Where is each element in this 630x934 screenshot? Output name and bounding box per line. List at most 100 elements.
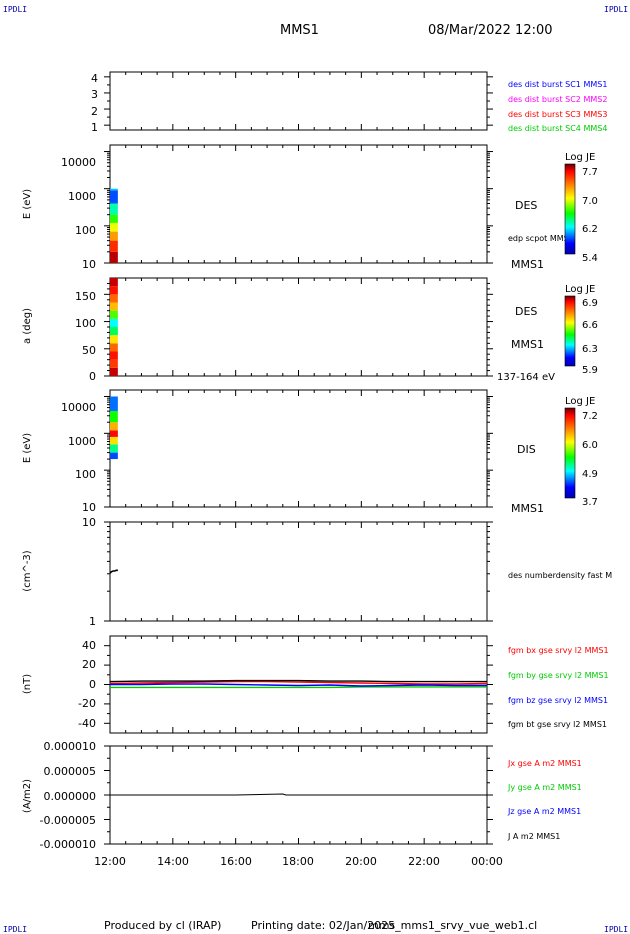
des-energy-spectrogram-cell xyxy=(110,231,118,241)
p2-colorbar-tick-1: 7.7 xyxy=(582,167,598,178)
p3-ytick-100: 100 xyxy=(75,317,96,330)
dis-energy-spectrogram-cell xyxy=(110,436,118,445)
date-title: 08/Mar/2022 12:00 xyxy=(428,23,553,38)
des-energy-spectrogram-cell xyxy=(110,190,118,204)
corner-label-top-left: IPDLI xyxy=(3,5,27,14)
des-pitch-angle-cell xyxy=(110,318,118,327)
p2-mms-label: MMS1 xyxy=(511,258,544,271)
des-energy-spectrogram-cell xyxy=(110,188,118,191)
p3-mms-label: MMS1 xyxy=(511,338,544,351)
p2-colorbar-title: Log JE xyxy=(565,152,595,163)
corner-label-bottom-left: IPDLI xyxy=(3,925,27,934)
corner-label-bottom-right: IPDLI xyxy=(604,925,628,934)
p5-ytick-10: 10 xyxy=(82,516,96,529)
time-tick-0000: 00:00 xyxy=(471,855,503,868)
time-tick-2200: 22:00 xyxy=(408,855,440,868)
des-pitch-angle-cell xyxy=(110,367,118,376)
p7-ytick-1: 0.000010 xyxy=(44,740,97,753)
p4-ytick-10: 10 xyxy=(82,501,96,514)
spacecraft-title: MMS1 xyxy=(280,23,319,38)
des-pitch-angle-cell xyxy=(110,343,118,352)
fgm-bt-line xyxy=(109,679,487,683)
panel-1-frame xyxy=(109,71,488,131)
des-energy-spectrogram-cell xyxy=(110,203,118,215)
p2-species-label: DES xyxy=(515,199,537,212)
p7-ytick-3: 0.000000 xyxy=(44,790,97,803)
p6-legend-bx: fgm bx gse srvy l2 MMS1 xyxy=(508,646,609,655)
time-tick-1600: 16:00 xyxy=(220,855,252,868)
p4-ytick-10000: 10000 xyxy=(61,401,96,414)
p5-legend-density: des numberdensity fast M xyxy=(508,571,612,580)
density-line xyxy=(109,569,118,574)
p1-ytick-2: 2 xyxy=(91,105,98,118)
p5-ytick-1: 1 xyxy=(89,615,96,628)
p3-colorbar-tick-3: 6.3 xyxy=(582,344,598,355)
p6-ylabel: (nT) xyxy=(22,674,33,694)
des-pitch-angle-cell xyxy=(110,351,118,360)
p2-ylabel: E (eV) xyxy=(22,189,33,219)
panel-4-frame xyxy=(109,389,488,508)
p7-legend-jz: Jz gse A m2 MMS1 xyxy=(507,807,581,816)
current-line-3 xyxy=(110,793,487,796)
p4-colorbar-tick-4: 3.7 xyxy=(582,497,598,508)
dis-energy-spectrogram-cell xyxy=(110,396,118,412)
p4-colorbar-tick-2: 6.0 xyxy=(582,440,598,451)
des-pitch-angle-cell xyxy=(110,302,118,311)
des-energy-spectrogram-cell xyxy=(110,222,118,232)
p4-ytick-100: 100 xyxy=(75,468,96,481)
time-tick-1200: 12:00 xyxy=(94,855,126,868)
data-marks xyxy=(109,188,488,796)
dis-energy-spectrogram-cell xyxy=(110,430,118,437)
p6-ytick-40: 40 xyxy=(82,639,96,652)
p3-colorbar-title: Log JE xyxy=(565,284,595,295)
fgm-bx-line xyxy=(109,680,488,685)
dis-energy-spectrogram-cell xyxy=(110,444,118,453)
footer-filename: mms_mms1_srvy_vue_web1.cl xyxy=(368,919,537,932)
p1-legend-sc3: des dist burst SC3 MMS3 xyxy=(508,110,607,119)
p3-colorbar-tick-1: 6.9 xyxy=(582,298,598,309)
p6-legend-bz: fgm bz gse srvy l2 MMS1 xyxy=(508,696,608,705)
p6-ytick-neg40: -40 xyxy=(78,717,96,730)
fgm-bz-line xyxy=(110,683,487,687)
p1-legend-sc4: des dist burst SC4 MMS4 xyxy=(508,124,607,133)
dis-energy-spectrogram-cell xyxy=(110,452,118,460)
p4-colorbar-title: Log JE xyxy=(565,396,595,407)
p4-ytick-1000: 1000 xyxy=(68,435,96,448)
p7-ylabel: (A/m2) xyxy=(22,779,33,813)
des-pitch-angle-cell xyxy=(110,286,118,295)
p5-ylabel: (cm^-3) xyxy=(22,550,33,591)
p7-ytick-4: -0.000005 xyxy=(40,814,96,827)
p6-legend-bt: fgm bt gse srvy l2 MMS1 xyxy=(508,720,607,729)
des-energy-spectrogram-cell xyxy=(110,240,118,252)
panel-3-frame xyxy=(109,277,488,377)
p3-colorbar xyxy=(564,295,576,367)
time-tick-2000: 20:00 xyxy=(345,855,377,868)
panel-2-frame xyxy=(109,144,488,264)
p1-ytick-1: 1 xyxy=(91,121,98,134)
p4-colorbar xyxy=(564,407,576,499)
p2-colorbar-tick-3: 6.2 xyxy=(582,224,598,235)
p6-legend-by: fgm by gse srvy l2 MMS1 xyxy=(508,671,609,680)
p2-colorbar-tick-2: 7.0 xyxy=(582,196,598,207)
p2-ytick-1000: 1000 xyxy=(68,190,96,203)
des-pitch-angle-cell xyxy=(110,359,118,368)
panel-5-frame xyxy=(109,521,488,622)
p6-ytick-neg20: -20 xyxy=(78,697,96,710)
p6-ytick-0: 0 xyxy=(89,678,96,691)
footer-produced: Produced by cl (IRAP) xyxy=(104,919,221,932)
dis-energy-spectrogram-cell xyxy=(110,422,118,431)
p1-ytick-3: 3 xyxy=(91,88,98,101)
des-pitch-angle-cell xyxy=(110,278,118,287)
p3-ytick-50: 50 xyxy=(82,344,96,357)
p7-ytick-2: 0.000005 xyxy=(44,765,97,778)
p3-ytick-0: 0 xyxy=(89,370,96,383)
des-energy-spectrogram-cell xyxy=(110,251,118,263)
p3-energy-range-label: 137-164 eV xyxy=(497,372,555,383)
des-pitch-angle-cell xyxy=(110,294,118,303)
p4-mms-label: MMS1 xyxy=(511,502,544,515)
corner-label-top-right: IPDLI xyxy=(604,5,628,14)
footer-printing-date: Printing date: 02/Jan/2025 xyxy=(251,919,395,932)
p2-ytick-10: 10 xyxy=(82,258,96,271)
p4-species-label: DIS xyxy=(517,443,536,456)
